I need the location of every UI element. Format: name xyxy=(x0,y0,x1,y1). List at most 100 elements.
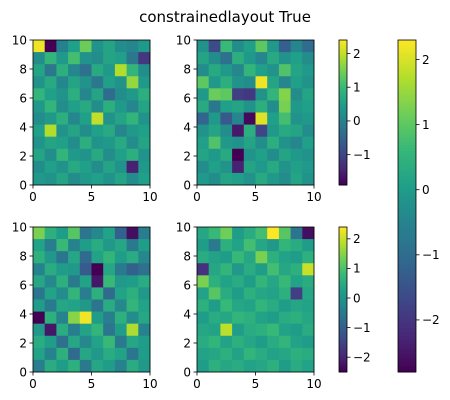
heatmap-cell xyxy=(255,275,268,288)
heatmap-cell xyxy=(290,311,303,325)
colorbar-step xyxy=(339,349,347,351)
colorbar-step xyxy=(339,328,347,331)
heatmap-cell xyxy=(208,148,221,162)
colorbar-step xyxy=(398,106,416,110)
colorbar-step xyxy=(339,334,347,337)
heatmap-cell xyxy=(138,64,151,77)
colorbar-step xyxy=(339,122,347,124)
axes-4: 0 5 10 0 2 4 6 8 10 xyxy=(176,220,322,391)
heatmap-cell xyxy=(197,263,210,276)
colorbar-step xyxy=(339,233,347,235)
colorbar-step xyxy=(398,51,416,55)
colorbar-step xyxy=(398,89,416,94)
colorbar-step xyxy=(339,72,347,75)
colorbar-step xyxy=(339,229,347,232)
heatmap-cell xyxy=(68,112,81,125)
colorbar-step xyxy=(398,59,416,63)
heatmap-cell xyxy=(138,299,151,312)
colorbar-step xyxy=(339,364,347,367)
colorbar-step xyxy=(339,76,347,78)
colorbar-step xyxy=(339,114,347,117)
colorbar-step xyxy=(398,217,416,221)
heatmap-cell xyxy=(44,263,57,276)
colorbar-step xyxy=(339,298,347,300)
colorbar-step xyxy=(339,230,347,233)
colorbar-step xyxy=(398,109,416,113)
heatmap-cell xyxy=(44,160,57,174)
heatmap-cell xyxy=(290,88,303,101)
heatmap-cell xyxy=(243,64,256,77)
colorbar-step xyxy=(339,299,347,302)
heatmap-cell xyxy=(103,275,116,288)
heatmap-cell xyxy=(33,359,46,373)
y-tick-label: 2 xyxy=(19,149,27,163)
heatmap-cell xyxy=(220,160,233,174)
heatmap-cell xyxy=(232,275,245,288)
colorbar-step xyxy=(339,107,347,110)
colorbar-step xyxy=(339,154,347,157)
heatmap-cell xyxy=(103,287,116,300)
heatmap-cell xyxy=(243,88,256,101)
colorbar-step xyxy=(398,324,416,329)
colorbar-step xyxy=(398,189,416,193)
heatmap-cell xyxy=(103,299,116,312)
colorbar-step xyxy=(339,245,347,247)
heatmap-cell xyxy=(208,263,221,276)
colorbar-step xyxy=(339,237,347,240)
heatmap-cell xyxy=(278,287,291,300)
colorbar-step xyxy=(339,41,347,43)
x-tick-label: 5 xyxy=(252,377,260,391)
heatmap-cell xyxy=(232,40,245,53)
heatmap-cell xyxy=(79,311,92,325)
heatmap-cell xyxy=(302,88,315,101)
colorbar-step xyxy=(398,258,416,262)
heatmap-cell xyxy=(44,275,57,288)
heatmap-cell xyxy=(302,359,315,373)
heatmap-cell xyxy=(91,88,104,101)
heatmap-cell xyxy=(220,136,233,150)
heatmap-cell xyxy=(208,335,221,349)
colorbar-step xyxy=(339,311,347,314)
heatmap-cell xyxy=(267,172,280,186)
heatmap-cell xyxy=(220,263,233,276)
colorbar-step xyxy=(398,92,416,96)
heatmap-cell xyxy=(232,347,245,361)
heatmap-cell xyxy=(126,136,139,150)
heatmap-cell xyxy=(44,299,57,312)
colorbar-step xyxy=(339,369,347,372)
colorbar-step xyxy=(339,89,347,92)
colorbar-step xyxy=(339,93,347,95)
colorbar-step xyxy=(339,276,347,279)
colorbar-step xyxy=(339,285,347,287)
colorbar-step xyxy=(339,60,347,63)
colorbar-step xyxy=(398,136,416,141)
colorbar-tick-label: −1 xyxy=(353,148,371,162)
heatmap-cell xyxy=(138,359,151,373)
heatmap-cell xyxy=(103,335,116,349)
colorbar-step xyxy=(398,134,416,138)
colorbar-step xyxy=(398,369,416,373)
colorbar-step xyxy=(339,329,347,332)
heatmap-cell xyxy=(232,359,245,373)
colorbar-step xyxy=(339,281,347,284)
colorbar-step xyxy=(339,306,347,309)
colorbar-step xyxy=(339,326,347,328)
heatmap-cell xyxy=(44,359,57,373)
heatmap-cell xyxy=(302,52,315,65)
heatmap-cell xyxy=(44,148,57,162)
colorbar-step xyxy=(398,98,416,102)
heatmap-cell xyxy=(68,347,81,361)
heatmap-cell xyxy=(126,64,139,77)
colorbar-step xyxy=(339,120,347,123)
heatmap-cell xyxy=(79,148,92,162)
colorbar-step xyxy=(398,244,416,248)
colorbar-step xyxy=(339,56,347,59)
heatmap-cell xyxy=(91,311,104,325)
heatmap-cell xyxy=(138,136,151,150)
heatmap-cell xyxy=(114,64,127,77)
heatmap-cell xyxy=(103,263,116,276)
heatmap-cell xyxy=(208,136,221,150)
heatmap-cell xyxy=(103,347,116,361)
heatmap-cell xyxy=(103,40,116,53)
colorbar-step xyxy=(398,275,416,279)
